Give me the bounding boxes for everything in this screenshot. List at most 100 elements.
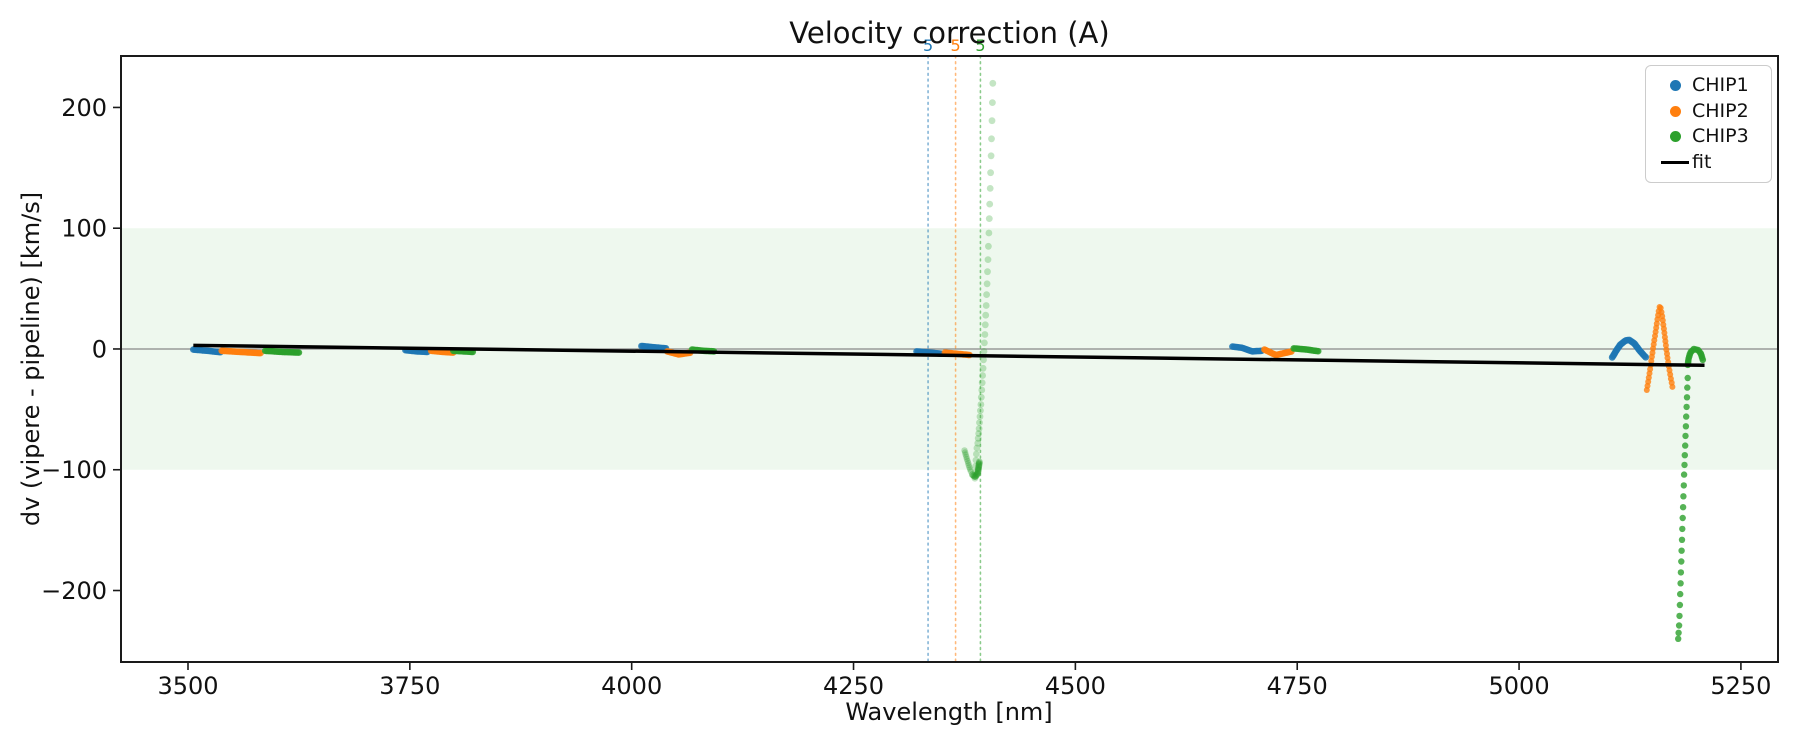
x-tick-label: 4500 (1045, 672, 1106, 700)
data-point (980, 356, 987, 364)
data-point (979, 364, 987, 372)
data-point (987, 152, 995, 160)
order-marker: 5 (975, 36, 986, 663)
data-point (970, 472, 977, 479)
data-point (1669, 383, 1676, 390)
data-point (972, 473, 979, 480)
data-point (1684, 374, 1691, 382)
y-tick-label: 100 (61, 215, 107, 243)
order-marker: 5 (923, 36, 933, 663)
data-point (972, 456, 980, 464)
data-point (972, 472, 980, 479)
legend-entry-chip3: CHIP3 (1658, 127, 1761, 146)
data-point (977, 393, 985, 401)
data-point (1680, 493, 1687, 500)
data-point (976, 413, 984, 420)
x-axis-label: Wavelength [nm] (845, 698, 1053, 726)
data-point (976, 458, 983, 466)
data-point (975, 460, 983, 467)
data-point (1682, 432, 1689, 440)
data-point (983, 291, 990, 298)
x-tick-label: 4750 (1267, 672, 1328, 700)
data-point (966, 466, 974, 473)
data-point (984, 256, 992, 263)
data-point (1681, 452, 1689, 459)
data-point (974, 469, 982, 477)
data-point (1679, 525, 1686, 533)
data-point (988, 117, 996, 125)
data-point (1683, 403, 1690, 411)
data-point (975, 464, 982, 471)
data-point (962, 451, 969, 458)
data-point (974, 439, 982, 447)
order-marker-label: 5 (975, 36, 985, 55)
data-point (974, 468, 982, 476)
data-point (980, 348, 988, 355)
data-point (973, 450, 980, 458)
data-point (1642, 353, 1650, 361)
x-tick-label: 5250 (1710, 672, 1771, 700)
data-point (1677, 569, 1685, 576)
data-point (961, 449, 969, 456)
data-point (1681, 461, 1688, 469)
fit-line-icon (1658, 160, 1692, 164)
data-point (973, 444, 981, 452)
data-point (973, 470, 981, 478)
data-point (971, 474, 979, 482)
fit-line (193, 343, 1705, 368)
data-point (982, 311, 990, 319)
y-tick-label: 200 (61, 94, 107, 122)
legend-label: CHIP2 (1692, 99, 1749, 122)
data-point (985, 215, 993, 223)
data-point (989, 99, 996, 106)
data-point (1678, 536, 1686, 543)
data-point (1677, 580, 1684, 587)
legend-entry-chip2: CHIP2 (1658, 99, 1761, 122)
data-point (1680, 482, 1688, 489)
data-point (1679, 514, 1686, 522)
data-point (985, 242, 992, 250)
legend-entry-fit: fit (1658, 152, 1761, 172)
x-tick-label: 3500 (157, 672, 218, 700)
data-point (979, 372, 986, 379)
x-tick-label: 4000 (601, 672, 662, 700)
data-point (974, 434, 982, 442)
data-point (975, 465, 982, 473)
legend-entry-chip1: CHIP1 (1658, 76, 1761, 95)
data-point (975, 462, 983, 470)
y-tick-label: −100 (41, 456, 107, 484)
data-point (977, 401, 985, 408)
x-tick-label: 5000 (1489, 672, 1550, 700)
y-tick-label: −200 (41, 577, 107, 605)
chip1-dot-icon (1658, 80, 1692, 92)
y-axis-label: dv (vipere - pipeline) [km/s] (17, 191, 45, 527)
data-point (1682, 423, 1690, 430)
data-point (975, 425, 983, 433)
data-point (1684, 384, 1691, 391)
data-point (1676, 612, 1683, 620)
data-point (1680, 471, 1688, 478)
legend: CHIP1 CHIP2 CHIP3 fit (1645, 65, 1772, 183)
data-point (1675, 629, 1682, 636)
x-tick-label: 3750 (379, 672, 440, 700)
legend-label: CHIP3 (1692, 125, 1749, 148)
order-marker: 5 (950, 36, 961, 663)
data-point (988, 135, 995, 143)
x-tick-label: 4250 (823, 672, 884, 700)
chip3-dot-icon (1658, 131, 1692, 143)
data-point (983, 280, 991, 288)
data-point (977, 407, 984, 414)
data-point (978, 386, 986, 394)
data-point (986, 200, 994, 208)
data-point (989, 79, 997, 87)
chart-title: Velocity correction (A) (789, 16, 1110, 50)
data-point (967, 468, 975, 475)
data-point (971, 468, 979, 476)
data-point (1675, 635, 1682, 642)
data-point (1678, 547, 1685, 554)
data-point (1683, 394, 1691, 401)
data-point (1677, 590, 1684, 598)
data-point (965, 459, 972, 467)
